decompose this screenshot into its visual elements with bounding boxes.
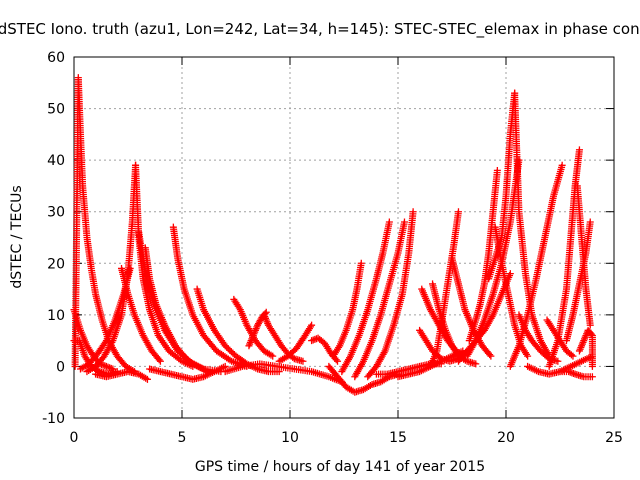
y-tick-label: 0 xyxy=(56,359,65,375)
y-axis-ticks: -10 0 10 20 30 40 50 60 xyxy=(42,50,614,427)
series-15 xyxy=(260,311,307,365)
x-axis-label: GPS time / hours of day 141 of year 2015 xyxy=(195,459,485,475)
data-point xyxy=(155,356,163,364)
data-point xyxy=(454,208,462,216)
x-tick-label: 0 xyxy=(70,430,79,446)
data-point xyxy=(486,351,494,359)
data-point xyxy=(299,357,307,365)
series-11 xyxy=(146,362,229,383)
data-point xyxy=(558,161,566,169)
y-tick-label: 60 xyxy=(47,50,65,66)
series-26 xyxy=(416,326,471,365)
series-38 xyxy=(506,161,566,370)
series-44 xyxy=(556,368,596,381)
data-point xyxy=(506,270,514,278)
series-9 xyxy=(92,368,151,383)
series-16 xyxy=(275,321,316,365)
data-point xyxy=(308,321,316,329)
data-point xyxy=(226,356,234,364)
data-point xyxy=(567,351,575,359)
data-point xyxy=(334,357,342,365)
series-41 xyxy=(545,146,583,370)
data-point xyxy=(586,321,594,329)
y-tick-label: 50 xyxy=(47,102,65,118)
y-tick-label: 10 xyxy=(47,308,65,324)
data-point xyxy=(357,259,365,267)
x-tick-label: 20 xyxy=(497,430,515,446)
series-20 xyxy=(329,259,365,360)
data-point xyxy=(587,330,595,338)
series-45 xyxy=(575,326,596,370)
data-point xyxy=(487,352,495,360)
data-point xyxy=(554,357,562,365)
y-tick-label: -10 xyxy=(42,411,65,427)
data-point xyxy=(385,218,393,226)
x-tick-label: 15 xyxy=(389,430,407,446)
data-point xyxy=(575,146,583,154)
series-33 xyxy=(465,166,501,345)
data-point xyxy=(569,352,577,360)
data-point xyxy=(524,352,532,360)
data-point xyxy=(586,218,594,226)
series-43 xyxy=(562,218,594,345)
data-point xyxy=(588,362,596,370)
x-tick-label: 5 xyxy=(178,430,187,446)
data-point xyxy=(332,356,340,364)
series-22 xyxy=(351,218,408,381)
data-point xyxy=(400,218,408,226)
x-tick-label: 25 xyxy=(605,430,623,446)
gridlines xyxy=(74,57,614,418)
series-21 xyxy=(338,218,393,376)
data-point xyxy=(269,352,277,360)
data-markers xyxy=(70,74,596,396)
y-tick-label: 40 xyxy=(47,153,65,169)
data-point xyxy=(409,208,417,216)
x-axis-ticks: 0 5 10 15 20 25 xyxy=(70,57,623,446)
series-23 xyxy=(364,208,417,381)
series-29 xyxy=(426,208,462,370)
data-point xyxy=(493,166,501,174)
series-6 xyxy=(118,264,164,365)
series-28 xyxy=(429,280,480,368)
series-1 xyxy=(71,74,138,376)
data-point xyxy=(156,357,164,365)
y-axis-label: dSTEC / TECUs xyxy=(9,185,25,288)
data-point xyxy=(588,373,596,381)
series-13 xyxy=(230,295,277,360)
chart-title: dSTEC Iono. truth (azu1, Lon=242, Lat=34… xyxy=(0,20,640,39)
y-tick-label: 30 xyxy=(47,205,65,221)
plot-frame xyxy=(73,56,615,419)
y-tick-label: 20 xyxy=(47,256,65,272)
data-point xyxy=(472,360,480,368)
data-point xyxy=(109,365,117,373)
series-8 xyxy=(141,244,225,376)
data-point xyxy=(143,375,151,383)
series-19 xyxy=(325,362,402,396)
series-18 xyxy=(221,360,346,386)
x-tick-label: 10 xyxy=(281,430,299,446)
